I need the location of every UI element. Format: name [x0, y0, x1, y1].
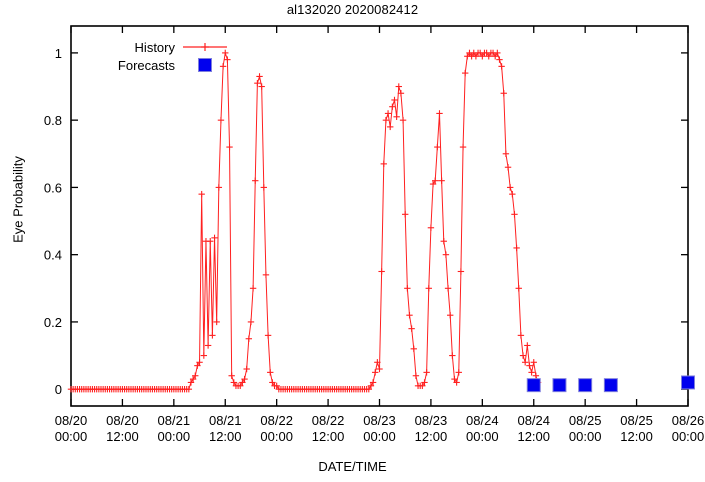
x-axis-tick-label-time: 00:00	[569, 429, 602, 444]
x-axis-tick-label-date: 08/21	[209, 413, 242, 428]
x-axis-tick-label-date: 08/25	[569, 413, 602, 428]
data-layer	[67, 49, 695, 393]
y-axis-tick-label: 0.6	[44, 180, 62, 195]
legend-label-history: History	[135, 40, 176, 55]
forecast-markers	[526, 375, 695, 393]
x-axis-tick-label-time: 12:00	[209, 429, 242, 444]
y-axis-tick-label: 1	[55, 46, 62, 61]
x-axis-tick-label-time: 00:00	[466, 429, 499, 444]
legend-layer: History Forecasts	[118, 40, 227, 73]
x-axis-tick-label-time: 12:00	[620, 429, 653, 444]
x-axis-title: DATE/TIME	[318, 459, 387, 474]
x-axis-tick-label-time: 12:00	[415, 429, 448, 444]
x-axis-tick-label-time: 00:00	[158, 429, 191, 444]
x-axis-tick-label-date: 08/22	[312, 413, 345, 428]
x-axis-tick-label-time: 12:00	[517, 429, 550, 444]
x-axis-tick-label-date: 08/26	[672, 413, 705, 428]
legend-swatch-forecasts	[198, 58, 212, 72]
chart-title: al132020 2020082412	[286, 2, 419, 17]
forecast-point	[552, 378, 567, 393]
x-axis-tick-label-date: 08/24	[466, 413, 499, 428]
x-axis-tick-label-date: 08/25	[620, 413, 653, 428]
x-axis-tick-label-date: 08/24	[517, 413, 550, 428]
forecast-point	[578, 378, 593, 393]
history-markers	[67, 49, 542, 393]
forecast-point	[603, 378, 618, 393]
x-axis-tick-label-time: 12:00	[312, 429, 345, 444]
x-axis-tick-label-time: 00:00	[55, 429, 88, 444]
y-axis-tick-label: 0	[55, 382, 62, 397]
y-axis-tick-label: 0.4	[44, 248, 62, 263]
x-axis-tick-label-time: 12:00	[106, 429, 139, 444]
y-axis-tick-label: 0.2	[44, 315, 62, 330]
x-axis-tick-label-time: 00:00	[363, 429, 396, 444]
y-axis-tick-label: 0.8	[44, 113, 62, 128]
axis-layer: 00.20.40.60.8108/2000:0008/2012:0008/210…	[44, 25, 705, 444]
x-axis-tick-label-time: 00:00	[260, 429, 293, 444]
x-axis-tick-label-date: 08/21	[158, 413, 191, 428]
x-axis-tick-label-date: 08/20	[55, 413, 88, 428]
legend-label-forecasts: Forecasts	[118, 58, 176, 73]
x-axis-tick-label-date: 08/22	[260, 413, 293, 428]
x-axis-tick-label-date: 08/23	[363, 413, 396, 428]
x-axis-tick-label-time: 00:00	[672, 429, 705, 444]
x-axis-tick-label-date: 08/23	[415, 413, 448, 428]
x-axis-tick-label-date: 08/20	[106, 413, 139, 428]
forecast-point	[681, 375, 695, 390]
forecast-point	[526, 378, 541, 393]
history-line	[71, 52, 539, 390]
